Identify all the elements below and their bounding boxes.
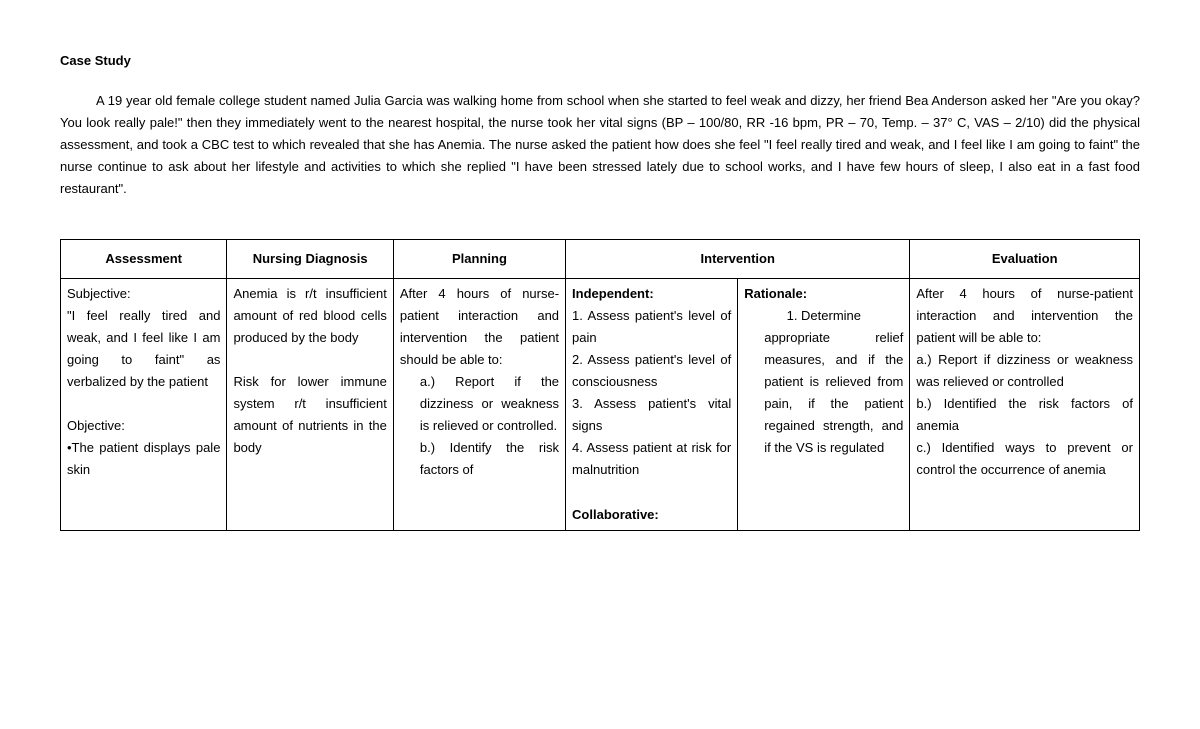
subjective-label: Subjective: — [67, 286, 131, 301]
planning-a: a.) Report if the dizziness or weakness … — [400, 371, 559, 437]
table-header-row: Assessment Nursing Diagnosis Planning In… — [61, 239, 1140, 278]
independent-2: 2. Assess patient's level of consciousne… — [572, 352, 731, 389]
objective-text: •The patient displays pale skin — [67, 440, 220, 477]
cell-evaluation: After 4 hours of nurse-patient interacti… — [910, 278, 1140, 530]
header-evaluation: Evaluation — [910, 239, 1140, 278]
header-planning: Planning — [393, 239, 565, 278]
subjective-text: "I feel really tired and weak, and I fee… — [67, 308, 220, 389]
nursing-care-plan-table: Assessment Nursing Diagnosis Planning In… — [60, 239, 1140, 531]
diagnosis-1: Anemia is r/t insufficient amount of red… — [233, 286, 386, 345]
header-diagnosis: Nursing Diagnosis — [227, 239, 393, 278]
independent-3: 3. Assess patient's vital signs — [572, 396, 731, 433]
evaluation-c: c.) Identified ways to prevent or contro… — [916, 440, 1133, 477]
independent-label: Independent: — [572, 286, 654, 301]
evaluation-b: b.) Identified the risk factors of anemi… — [916, 396, 1133, 433]
case-study-title: Case Study — [60, 50, 1140, 72]
cell-intervention-independent: Independent: 1. Assess patient's level o… — [566, 278, 738, 530]
planning-b: b.) Identify the risk factors of — [400, 437, 559, 481]
objective-label: Objective: — [67, 418, 125, 433]
header-intervention: Intervention — [566, 239, 910, 278]
independent-4: 4. Assess patient at risk for malnutriti… — [572, 440, 731, 477]
rationale-label: Rationale: — [744, 286, 807, 301]
rationale-1-head: 1. Determine — [744, 305, 903, 327]
evaluation-intro: After 4 hours of nurse-patient interacti… — [916, 286, 1133, 345]
header-assessment: Assessment — [61, 239, 227, 278]
cell-assessment: Subjective: "I feel really tired and wea… — [61, 278, 227, 530]
diagnosis-2: Risk for lower immune system r/t insuffi… — [233, 374, 386, 455]
planning-intro: After 4 hours of nurse-patient interacti… — [400, 286, 559, 367]
evaluation-a: a.) Report if dizziness or weakness was … — [916, 352, 1133, 389]
cell-diagnosis: Anemia is r/t insufficient amount of red… — [227, 278, 393, 530]
table-row: Subjective: "I feel really tired and wea… — [61, 278, 1140, 530]
cell-planning: After 4 hours of nurse-patient interacti… — [393, 278, 565, 530]
case-study-narrative: A 19 year old female college student nam… — [60, 90, 1140, 200]
cell-intervention-rationale: Rationale: 1. Determine appropriate reli… — [738, 278, 910, 530]
independent-1: 1. Assess patient's level of pain — [572, 308, 731, 345]
collaborative-label: Collaborative: — [572, 507, 659, 522]
rationale-1-body: appropriate relief measures, and if the … — [744, 327, 903, 460]
